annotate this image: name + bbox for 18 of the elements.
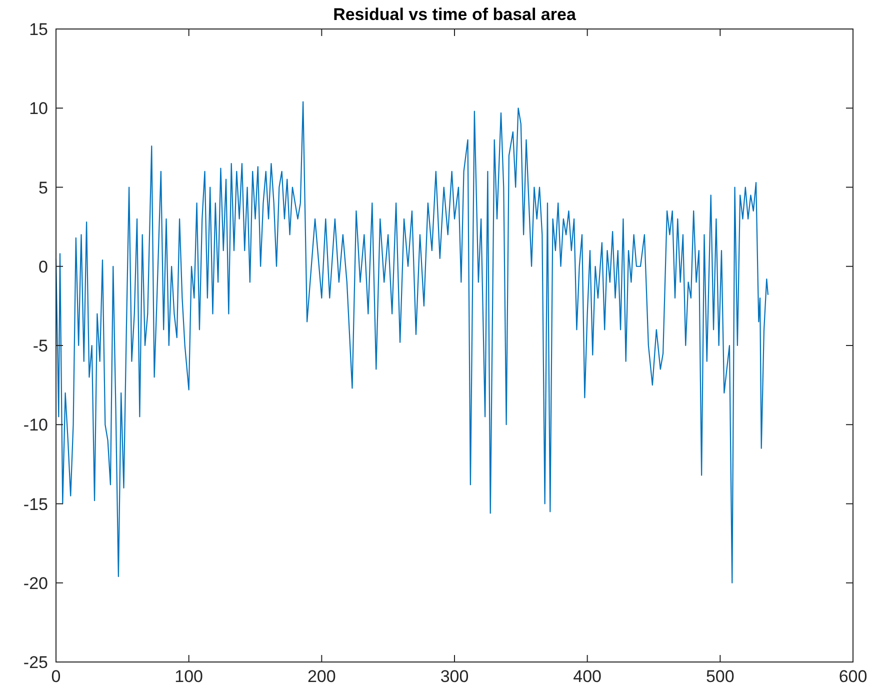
x-tick-label: 200 (307, 667, 336, 686)
y-tick-label: -5 (32, 336, 48, 356)
y-tick-label: 10 (29, 99, 48, 118)
chart-title: Residual vs time of basal area (333, 5, 576, 24)
x-tick-label: 400 (573, 667, 602, 686)
x-tick-label: 600 (838, 667, 868, 686)
x-tick-label: 100 (174, 667, 204, 686)
y-tick-label: 5 (38, 178, 48, 198)
x-tick-label: 300 (440, 667, 469, 686)
y-tick-label: 0 (38, 257, 48, 276)
y-tick-label: -15 (23, 494, 48, 514)
x-tick-label: 500 (706, 667, 734, 686)
y-tick-label: -25 (23, 653, 48, 672)
y-tick-label: 15 (29, 20, 48, 39)
line-series (55, 101, 769, 584)
x-tick-label: 0 (51, 667, 61, 686)
y-tick-label: -20 (23, 574, 48, 593)
y-tick-label: -10 (23, 416, 48, 435)
